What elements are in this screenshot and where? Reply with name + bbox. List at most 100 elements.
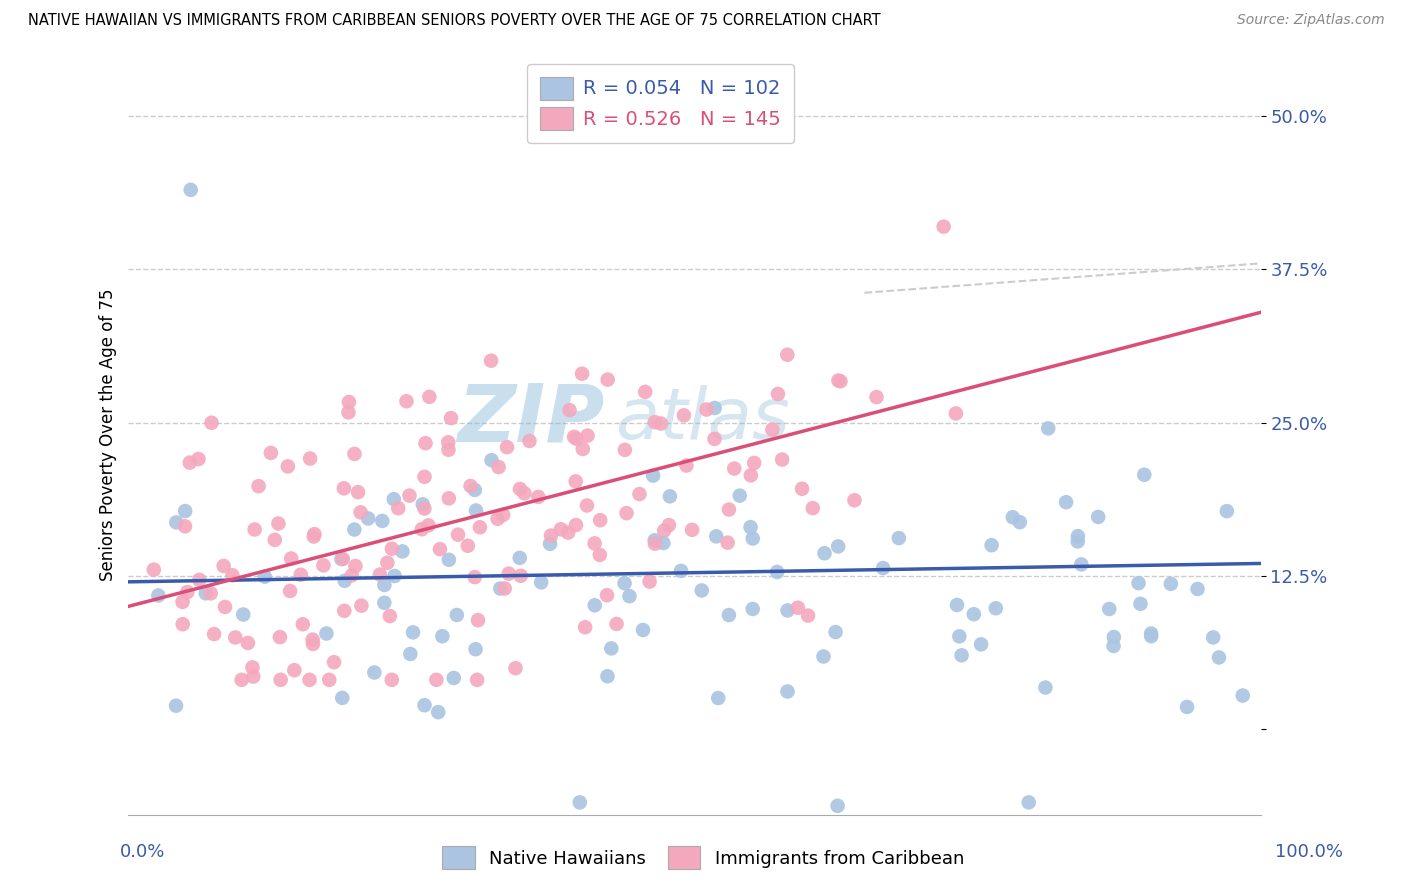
- Point: [770, 452, 793, 467]
- Point: [776, 684, 799, 698]
- Point: [332, 552, 354, 566]
- Point: [373, 578, 395, 592]
- Point: [412, 497, 434, 511]
- Point: [717, 535, 740, 549]
- Point: [337, 395, 360, 409]
- Point: [283, 663, 305, 677]
- Point: [304, 527, 326, 541]
- Point: [214, 599, 236, 614]
- Point: [1098, 602, 1121, 616]
- Point: [583, 599, 606, 613]
- Point: [340, 568, 363, 582]
- Point: [447, 527, 470, 541]
- Point: [488, 460, 510, 475]
- Point: [509, 568, 531, 582]
- Y-axis label: Seniors Poverty Over the Age of 75: Seniors Poverty Over the Age of 75: [100, 289, 117, 581]
- Point: [350, 599, 373, 613]
- Point: [330, 690, 353, 705]
- Legend: Native Hawaiians, Immigrants from Caribbean: Native Hawaiians, Immigrants from Caribb…: [433, 838, 973, 879]
- Point: [658, 489, 681, 503]
- Point: [644, 533, 666, 548]
- Point: [613, 576, 636, 591]
- Point: [558, 403, 581, 417]
- Point: [371, 514, 394, 528]
- Point: [277, 459, 299, 474]
- Point: [564, 475, 586, 489]
- Point: [188, 573, 211, 587]
- Point: [830, 374, 852, 388]
- Point: [950, 648, 973, 663]
- Point: [1187, 582, 1209, 596]
- Text: 0.0%: 0.0%: [120, 843, 165, 861]
- Point: [378, 609, 401, 624]
- Point: [302, 529, 325, 543]
- Point: [1133, 467, 1156, 482]
- Point: [1140, 629, 1163, 643]
- Point: [628, 487, 651, 501]
- Point: [766, 565, 789, 579]
- Point: [224, 631, 246, 645]
- Point: [527, 490, 550, 504]
- Point: [596, 588, 619, 602]
- Point: [652, 524, 675, 538]
- Point: [1008, 515, 1031, 529]
- Point: [298, 673, 321, 687]
- Point: [437, 435, 460, 450]
- Point: [980, 538, 1002, 552]
- Point: [1216, 504, 1239, 518]
- Point: [315, 626, 337, 640]
- Point: [741, 602, 763, 616]
- Point: [1128, 576, 1150, 591]
- Point: [1001, 510, 1024, 524]
- Point: [634, 384, 657, 399]
- Point: [509, 482, 531, 496]
- Point: [402, 625, 425, 640]
- Point: [280, 551, 302, 566]
- Point: [707, 691, 730, 706]
- Point: [260, 446, 283, 460]
- Point: [644, 415, 666, 429]
- Point: [492, 508, 515, 522]
- Point: [644, 536, 666, 550]
- Point: [391, 544, 413, 558]
- Point: [827, 540, 849, 554]
- Point: [427, 705, 450, 719]
- Point: [343, 447, 366, 461]
- Point: [741, 532, 763, 546]
- Point: [333, 604, 356, 618]
- Point: [247, 479, 270, 493]
- Point: [465, 673, 488, 687]
- Point: [176, 585, 198, 599]
- Point: [418, 518, 440, 533]
- Text: NATIVE HAWAIIAN VS IMMIGRANTS FROM CARIBBEAN SENIORS POVERTY OVER THE AGE OF 75 : NATIVE HAWAIIAN VS IMMIGRANTS FROM CARIB…: [28, 13, 880, 29]
- Point: [270, 673, 292, 687]
- Point: [440, 411, 463, 425]
- Point: [489, 582, 512, 596]
- Point: [1175, 700, 1198, 714]
- Point: [437, 553, 460, 567]
- Point: [498, 566, 520, 581]
- Point: [344, 559, 367, 574]
- Point: [740, 468, 762, 483]
- Point: [486, 512, 509, 526]
- Point: [290, 567, 312, 582]
- Point: [1070, 558, 1092, 572]
- Point: [1102, 639, 1125, 653]
- Point: [464, 483, 486, 497]
- Point: [1038, 421, 1060, 435]
- Point: [411, 522, 433, 536]
- Point: [565, 432, 588, 446]
- Point: [242, 660, 264, 674]
- Point: [221, 568, 243, 582]
- Text: ZIP: ZIP: [457, 381, 605, 458]
- Point: [253, 569, 276, 583]
- Point: [761, 423, 783, 437]
- Point: [479, 353, 502, 368]
- Point: [413, 470, 436, 484]
- Point: [589, 548, 612, 562]
- Point: [212, 558, 235, 573]
- Point: [672, 409, 695, 423]
- Point: [643, 468, 665, 483]
- Text: atlas: atlas: [616, 385, 790, 454]
- Point: [717, 608, 740, 623]
